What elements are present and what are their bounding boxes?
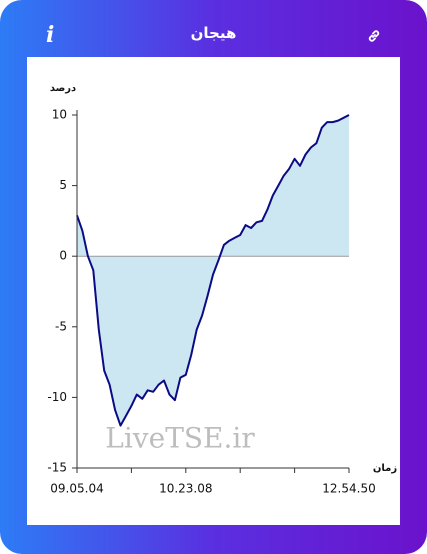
line [76, 114, 350, 427]
x-axis-label: زمان [373, 463, 397, 474]
x-tick-label: 09.05.04 [50, 482, 103, 496]
y-tick-label: -15 [47, 461, 67, 475]
header-title: هیجان [190, 24, 237, 42]
x-tick-label: 12.54.50 [322, 482, 375, 496]
y-tick-label: -5 [55, 319, 67, 333]
area-fill [77, 115, 349, 426]
watermark: LiveTSE.ir [105, 422, 255, 455]
y-tick-label: 5 [59, 178, 67, 192]
info-button[interactable]: i [46, 22, 55, 48]
x-tick-label: 10.23.08 [159, 482, 212, 496]
y-axis-label: درصد [50, 83, 76, 94]
link-button[interactable] [366, 28, 382, 44]
y-tick-label: 0 [59, 249, 67, 263]
y-tick-label: 10 [52, 108, 67, 122]
y-tick-label: -10 [47, 390, 67, 404]
